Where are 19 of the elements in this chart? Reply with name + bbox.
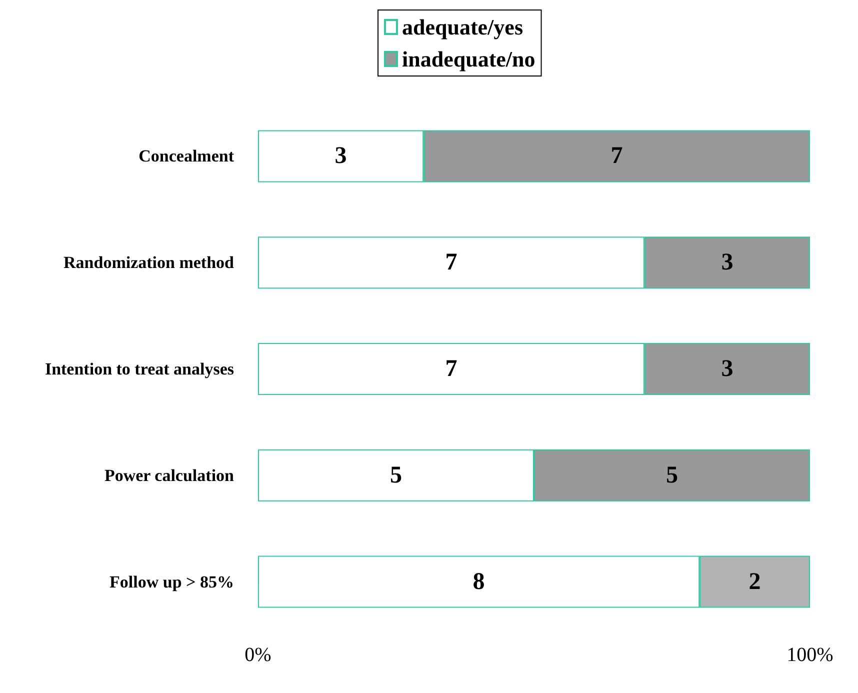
y-tick-label: Intention to treat analyses: [44, 360, 234, 378]
y-tick-label: Follow up > 85%: [110, 572, 234, 592]
data-label: 3: [334, 143, 347, 170]
text: 100%: [786, 644, 834, 666]
data-label: 5: [666, 462, 678, 488]
data-label: 3: [721, 250, 734, 276]
y-tick-label: Concealment: [138, 146, 234, 166]
y-tick-label: Power calculation: [104, 466, 235, 485]
data-label: 2: [748, 568, 761, 595]
y-tick-label: Randomization method: [64, 253, 235, 272]
data-label: 7: [445, 356, 458, 382]
data-label: 3: [721, 356, 734, 382]
text: 0%: [244, 644, 272, 666]
data-label: 7: [445, 250, 458, 276]
legend-label: inadequate/no: [402, 46, 536, 72]
data-label: 7: [610, 143, 623, 170]
legend-label: adequate/yes: [402, 14, 524, 40]
data-label: 5: [390, 462, 402, 488]
data-label: 8: [472, 568, 485, 595]
